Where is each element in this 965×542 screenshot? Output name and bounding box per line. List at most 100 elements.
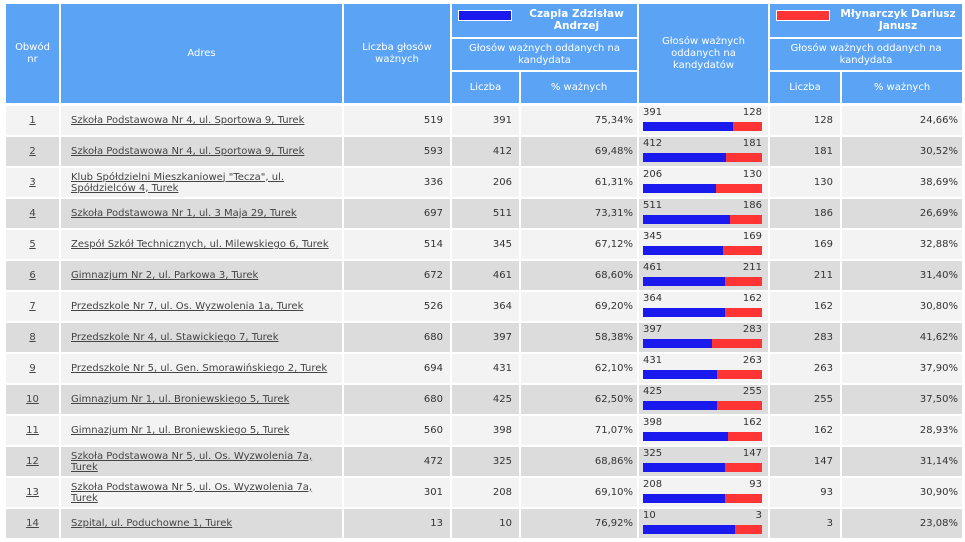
bar-segment-b [727, 432, 762, 441]
candidate-a-name: Czapla Zdzisław Andrzej [529, 8, 624, 32]
address-link[interactable]: Klub Spółdzielni Mieszkaniowej "Tecza", … [71, 171, 285, 194]
table-row: 4 Szkoła Podstawowa Nr 1, ul. 3 Maja 29, … [6, 199, 962, 228]
bar-label-b: 130 [742, 169, 762, 180]
address-link[interactable]: Szkoła Podstawowa Nr 4, ul. Sportowa 9, … [71, 115, 305, 126]
col-header-adres: Adres [61, 4, 342, 103]
candidate-b-votes: 128 [770, 106, 840, 135]
col-header-a-liczba: Liczba [452, 72, 519, 103]
table-row: 10 Gimnazjum Nr 1, ul. Broniewskiego 5, T… [6, 385, 962, 414]
bar-label-b: 93 [749, 479, 762, 490]
obwod-number[interactable]: 10 [26, 394, 39, 405]
col-header-b-glosow: Głosów ważnych oddanych na kandydata [770, 39, 962, 70]
bar-label-a: 431 [643, 355, 663, 366]
address-link[interactable]: Zespół Szkół Technicznych, ul. Milewskie… [71, 239, 329, 250]
address-link-cell: Zespół Szkół Technicznych, ul. Milewskie… [61, 230, 342, 259]
obwod-number[interactable]: 13 [26, 487, 39, 498]
candidate-a-votes: 325 [452, 447, 519, 476]
bar-label-a: 397 [643, 324, 663, 335]
bar-segment-b [724, 277, 762, 286]
obwod-number[interactable]: 3 [29, 177, 36, 188]
bar-segment-a [643, 246, 723, 255]
candidate-b-votes: 130 [770, 168, 840, 197]
candidate-a-votes: 364 [452, 292, 519, 321]
vote-bar-cell: 511 186 [639, 199, 768, 228]
address-link-cell: Szkoła Podstawowa Nr 4, ul. Sportowa 9, … [61, 106, 342, 135]
vote-bar-cell: 364 162 [639, 292, 768, 321]
col-header-b-pct: % ważnych [842, 72, 962, 103]
bar-segment-a [643, 122, 733, 131]
address-link[interactable]: Gimnazjum Nr 2, ul. Parkowa 3, Turek [71, 270, 259, 281]
address-link[interactable]: Gimnazjum Nr 1, ul. Broniewskiego 5, Tur… [71, 394, 290, 405]
candidate-b-name: Młynarczyk Dariusz Janusz [840, 8, 956, 32]
obwod-number[interactable]: 12 [26, 456, 39, 467]
obwod-number[interactable]: 6 [29, 270, 36, 281]
bar-label-b: 186 [742, 200, 762, 211]
vote-bar-cell: 425 255 [639, 385, 768, 414]
bar-segment-a [643, 308, 726, 317]
vote-bar-cell: 208 93 [639, 478, 768, 507]
vote-bar-cell: 345 169 [639, 230, 768, 259]
address-link-cell: Gimnazjum Nr 1, ul. Broniewskiego 5, Tur… [61, 416, 342, 445]
candidate-a-pct: 62,10% [521, 354, 637, 383]
valid-votes: 680 [344, 385, 450, 414]
candidate-b-pct: 31,14% [842, 447, 962, 476]
obwod-number[interactable]: 8 [29, 332, 36, 343]
obwod-number[interactable]: 5 [29, 239, 36, 250]
address-link[interactable]: Szkoła Podstawowa Nr 1, ul. 3 Maja 29, T… [71, 208, 297, 219]
candidate-a-header: Czapla Zdzisław Andrzej [452, 4, 637, 37]
obwod-number[interactable]: 1 [29, 115, 36, 126]
obwod-number[interactable]: 11 [26, 425, 39, 436]
bar-label-b: 283 [742, 324, 762, 335]
vote-bar-cell: 412 181 [639, 137, 768, 166]
bar-segment-a [643, 370, 717, 379]
table-row: 5 Zespół Szkół Technicznych, ul. Milewski… [6, 230, 962, 259]
vote-bar-cell: 10 3 [639, 509, 768, 538]
obwod-number[interactable]: 7 [29, 301, 36, 312]
address-link[interactable]: Szkoła Podstawowa Nr 5, ul. Os. Wyzwolen… [71, 450, 313, 473]
address-link[interactable]: Przedszkole Nr 4, ul. Stawickiego 7, Tur… [71, 332, 279, 343]
candidate-b-pct: 30,52% [842, 137, 962, 166]
table-row: 7 Przedszkole Nr 7, ul. Os. Wyzwolenia 1a… [6, 292, 962, 321]
bar-segment-a [643, 432, 728, 441]
valid-votes: 672 [344, 261, 450, 290]
candidate-b-header: Młynarczyk Dariusz Janusz [770, 4, 962, 37]
bar-segment-b [724, 463, 762, 472]
address-link-cell: Gimnazjum Nr 2, ul. Parkowa 3, Turek [61, 261, 342, 290]
address-link[interactable]: Przedszkole Nr 7, ul. Os. Wyzwolenia 1a,… [71, 301, 304, 312]
address-link[interactable]: Gimnazjum Nr 1, ul. Broniewskiego 5, Tur… [71, 425, 290, 436]
vote-bar-cell: 397 283 [639, 323, 768, 352]
address-link[interactable]: Szpital, ul. Poduchowne 1, Turek [71, 518, 233, 529]
candidate-a-pct: 68,86% [521, 447, 637, 476]
obwod-number[interactable]: 4 [29, 208, 36, 219]
candidate-a-pct: 73,31% [521, 199, 637, 228]
obwod-number[interactable]: 9 [29, 363, 36, 374]
vote-share-bar [643, 184, 762, 193]
vote-share-bar [643, 122, 762, 131]
vote-share-bar [643, 308, 762, 317]
obwod-number-cell: 11 [6, 416, 59, 445]
address-link[interactable]: Szkoła Podstawowa Nr 4, ul. Sportowa 9, … [71, 146, 305, 157]
obwod-number[interactable]: 14 [26, 518, 39, 529]
candidate-a-votes: 345 [452, 230, 519, 259]
bar-label-b: 255 [742, 386, 762, 397]
bar-label-b: 3 [755, 510, 762, 521]
address-link-cell: Przedszkole Nr 5, ul. Gen. Smorawińskieg… [61, 354, 342, 383]
vote-share-bar [643, 215, 762, 224]
col-header-a-pct: % ważnych [521, 72, 637, 103]
address-link-cell: Szpital, ul. Poduchowne 1, Turek [61, 509, 342, 538]
address-link[interactable]: Szkoła Podstawowa Nr 5, ul. Os. Wyzwolen… [71, 481, 313, 504]
candidate-a-pct: 62,50% [521, 385, 637, 414]
address-link-cell: Szkoła Podstawowa Nr 5, ul. Os. Wyzwolen… [61, 447, 342, 476]
candidate-b-pct: 30,90% [842, 478, 962, 507]
obwod-number[interactable]: 2 [29, 146, 36, 157]
candidate-a-votes: 391 [452, 106, 519, 135]
bar-label-a: 325 [643, 448, 663, 459]
valid-votes: 560 [344, 416, 450, 445]
address-link[interactable]: Przedszkole Nr 5, ul. Gen. Smorawińskieg… [71, 363, 328, 374]
table-row: 9 Przedszkole Nr 5, ul. Gen. Smorawińskie… [6, 354, 962, 383]
candidate-b-pct: 31,40% [842, 261, 962, 290]
candidate-b-pct: 24,66% [842, 106, 962, 135]
vote-share-bar [643, 277, 762, 286]
candidate-b-votes: 147 [770, 447, 840, 476]
vote-share-bar [643, 370, 762, 379]
